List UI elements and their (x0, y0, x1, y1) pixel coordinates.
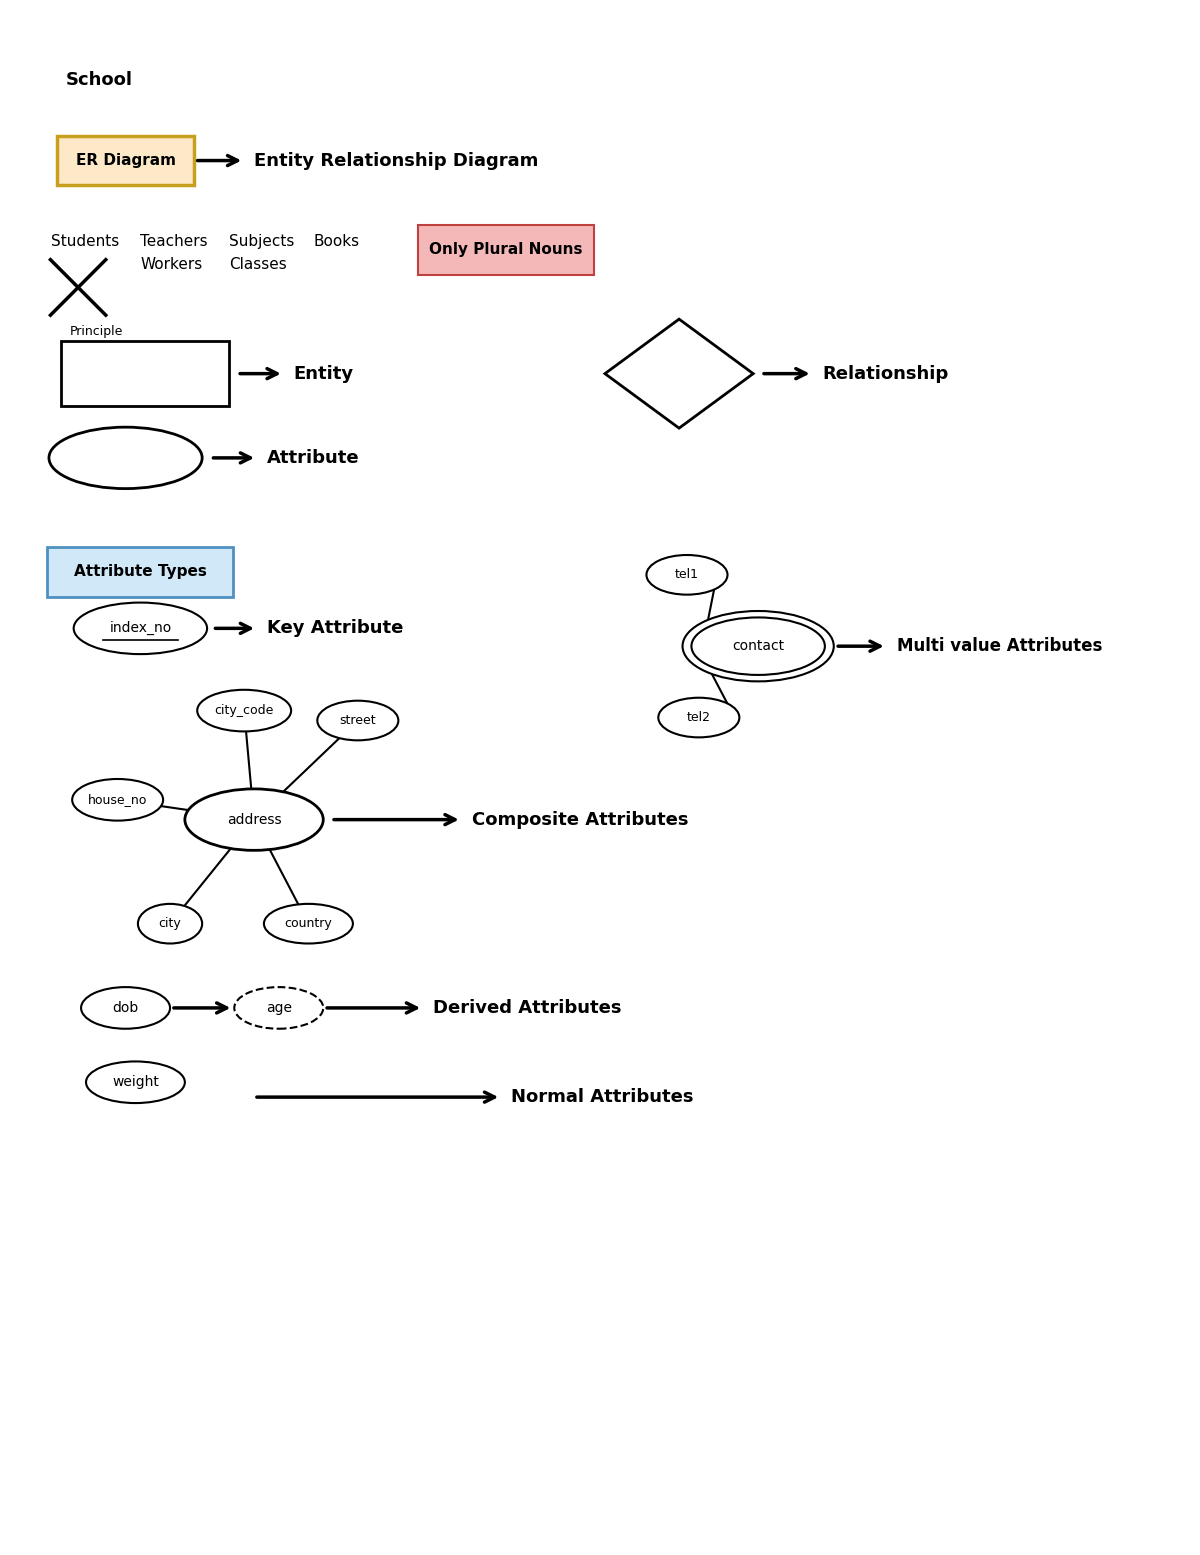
Text: tel2: tel2 (686, 711, 710, 725)
FancyBboxPatch shape (58, 135, 193, 185)
Text: Classes: Classes (229, 257, 287, 272)
Text: dob: dob (113, 1001, 139, 1015)
Text: Key Attribute: Key Attribute (266, 619, 403, 638)
Text: contact: contact (732, 639, 785, 653)
Text: Attribute Types: Attribute Types (74, 564, 206, 580)
Polygon shape (605, 319, 754, 428)
Ellipse shape (86, 1062, 185, 1102)
Text: tel1: tel1 (674, 568, 698, 582)
Text: Subjects: Subjects (229, 235, 295, 249)
Ellipse shape (82, 987, 170, 1029)
Text: street: street (340, 714, 376, 728)
Text: Entity: Entity (294, 364, 354, 383)
Bar (61, 342, 229, 406)
Text: weight: weight (112, 1075, 158, 1088)
Text: Relationship: Relationship (822, 364, 949, 383)
Ellipse shape (683, 611, 834, 681)
FancyBboxPatch shape (418, 225, 594, 275)
Ellipse shape (691, 617, 824, 675)
Text: city_code: city_code (215, 704, 274, 717)
Ellipse shape (49, 428, 202, 488)
Text: Derived Attributes: Derived Attributes (433, 998, 622, 1017)
Text: ER Diagram: ER Diagram (76, 152, 175, 168)
Text: Principle: Principle (71, 325, 124, 337)
Text: School: School (66, 72, 133, 89)
Text: Multi value Attributes: Multi value Attributes (896, 638, 1102, 655)
Text: Only Plural Nouns: Only Plural Nouns (430, 243, 583, 257)
Ellipse shape (185, 788, 323, 851)
Text: Students: Students (52, 235, 120, 249)
Text: address: address (227, 813, 281, 827)
Text: Books: Books (313, 235, 360, 249)
Text: city: city (158, 917, 181, 930)
Ellipse shape (264, 903, 353, 944)
Ellipse shape (138, 903, 202, 944)
Text: Workers: Workers (140, 257, 203, 272)
Ellipse shape (234, 987, 323, 1029)
Ellipse shape (73, 603, 208, 655)
Text: Attribute: Attribute (266, 449, 360, 466)
Ellipse shape (72, 779, 163, 821)
Ellipse shape (197, 690, 292, 731)
FancyBboxPatch shape (48, 547, 233, 597)
Text: house_no: house_no (88, 793, 148, 807)
Text: index_no: index_no (109, 622, 172, 636)
Ellipse shape (317, 701, 398, 740)
Text: Normal Attributes: Normal Attributes (511, 1088, 694, 1106)
Ellipse shape (659, 698, 739, 737)
Text: Entity Relationship Diagram: Entity Relationship Diagram (254, 151, 539, 169)
Text: age: age (265, 1001, 292, 1015)
Ellipse shape (647, 555, 727, 594)
Text: Composite Attributes: Composite Attributes (472, 810, 688, 829)
Text: Teachers: Teachers (140, 235, 208, 249)
Text: country: country (284, 917, 332, 930)
